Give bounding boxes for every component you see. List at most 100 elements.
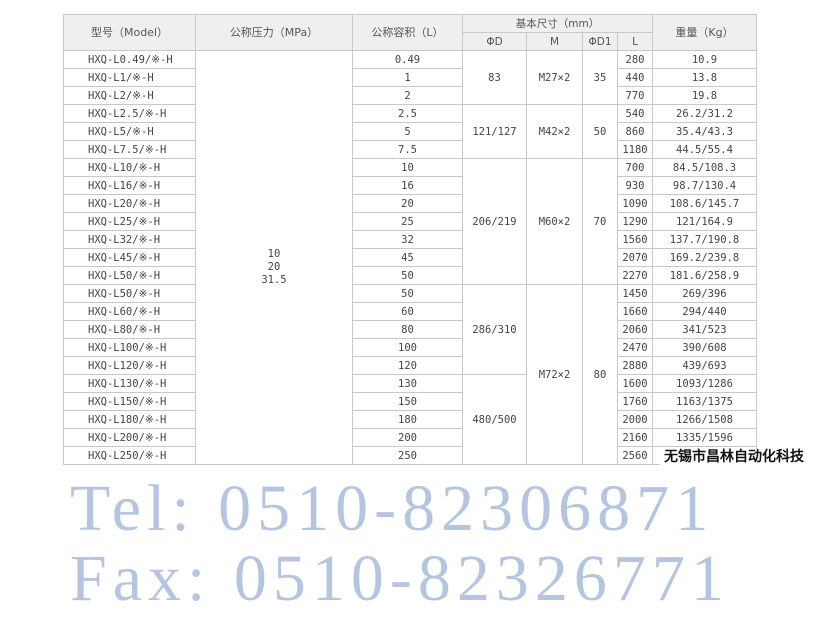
- volume-cell: 10: [352, 158, 463, 177]
- table-row: HXQ-L1/※-H 1 440 13.8: [63, 68, 757, 87]
- header-weight: 重量（Kg）: [652, 14, 757, 51]
- table-row: HXQ-L0.49/※-H 10 20 31.5 0.49 83 M27×2 35 280 10.…: [63, 50, 757, 465]
- length-cell: 1760: [617, 392, 653, 411]
- table-row: HXQ-L32/※-H 32 1560 137.7/190.8: [63, 230, 757, 249]
- table-row: HXQ-L130/※-H 130 480/500 1600 1093/1286: [63, 374, 757, 465]
- model-cell: HXQ-L80/※-H: [63, 320, 196, 339]
- model-cell: HXQ-L50/※-H: [63, 284, 196, 303]
- d-cell: 480/500: [462, 374, 527, 465]
- length-cell: 2470: [617, 338, 653, 357]
- table-row: HXQ-L50/※-H 50 2270 181.6/258.9: [63, 266, 757, 285]
- volume-cell: 45: [352, 248, 463, 267]
- length-cell: 770: [617, 86, 653, 105]
- model-cell: HXQ-L1/※-H: [63, 68, 196, 87]
- table-row: HXQ-L20/※-H 20 1090 108.6/145.7: [63, 194, 757, 213]
- weight-cell: 98.7/130.4: [652, 176, 757, 195]
- model-cell: HXQ-L130/※-H: [63, 374, 196, 393]
- table-row: HXQ-L25/※-H 25 1290 121/164.9: [63, 212, 757, 231]
- length-cell: 2160: [617, 428, 653, 447]
- model-cell: HXQ-L25/※-H: [63, 212, 196, 231]
- model-cell: HXQ-L16/※-H: [63, 176, 196, 195]
- volume-cell: 250: [352, 446, 463, 465]
- table-row: HXQ-L250/※-H 250 2560: [63, 446, 757, 465]
- volume-cell: 180: [352, 410, 463, 429]
- weight-cell: 390/608: [652, 338, 757, 357]
- d-cell: 83: [462, 50, 527, 105]
- table-row: HXQ-L120/※-H 120 2880 439/693: [63, 356, 757, 375]
- table-row: HXQ-L2.5/※-H 2.5 121/127 M42×2 50 540 26.2/31.…: [63, 104, 757, 159]
- table-row: HXQ-L2/※-H 2 770 19.8: [63, 86, 757, 105]
- model-cell: HXQ-L180/※-H: [63, 410, 196, 429]
- model-cell: HXQ-L120/※-H: [63, 356, 196, 375]
- d-cell: 286/310: [462, 284, 527, 375]
- model-cell: HXQ-L45/※-H: [63, 248, 196, 267]
- table-row: HXQ-L180/※-H 180 2000 1266/1508: [63, 410, 757, 429]
- weight-cell: 1266/1508: [652, 410, 757, 429]
- length-cell: 2880: [617, 356, 653, 375]
- pressure-value: 31.5: [261, 274, 287, 286]
- weight-cell: 269/396: [652, 284, 757, 303]
- volume-cell: 200: [352, 428, 463, 447]
- table-row: HXQ-L150/※-H 150 1760 1163/1375: [63, 392, 757, 411]
- model-cell: HXQ-L250/※-H: [63, 446, 196, 465]
- company-name: 无锡市昌林自动化科技: [660, 449, 808, 465]
- model-cell: HXQ-L150/※-H: [63, 392, 196, 411]
- header-l: L: [617, 32, 653, 51]
- volume-cell: 130: [352, 374, 463, 393]
- volume-cell: 5: [352, 122, 463, 141]
- volume-cell: 1: [352, 68, 463, 87]
- volume-cell: 25: [352, 212, 463, 231]
- weight-cell: 341/523: [652, 320, 757, 339]
- pressure-value: 20: [267, 261, 281, 273]
- d-cell: 206/219: [462, 158, 527, 285]
- m-cell: M27×2: [526, 50, 583, 105]
- watermark-tel: Tel: 0510-82306871: [70, 472, 715, 545]
- table-row: HXQ-L200/※-H 200 2160 1335/1596: [63, 428, 757, 447]
- weight-cell: 19.8: [652, 86, 757, 105]
- length-cell: 440: [617, 68, 653, 87]
- model-cell: HXQ-L200/※-H: [63, 428, 196, 447]
- header-pressure: 公称压力（MPa）: [195, 14, 353, 51]
- volume-cell: 16: [352, 176, 463, 195]
- volume-cell: 100: [352, 338, 463, 357]
- model-cell: HXQ-L7.5/※-H: [63, 140, 196, 159]
- table-row: HXQ-L50/※-H 50 286/310 M72×2 80 1450 269/396: [63, 284, 757, 465]
- volume-cell: 32: [352, 230, 463, 249]
- d1-cell: 80: [582, 284, 618, 465]
- weight-cell: 294/440: [652, 302, 757, 321]
- length-cell: 1600: [617, 374, 653, 393]
- length-cell: 1290: [617, 212, 653, 231]
- pressure-value: 10: [267, 248, 281, 260]
- d1-cell: 70: [582, 158, 618, 285]
- model-cell: HXQ-L2/※-H: [63, 86, 196, 105]
- weight-cell: 35.4/43.3: [652, 122, 757, 141]
- model-cell: HXQ-L20/※-H: [63, 194, 196, 213]
- volume-cell: 60: [352, 302, 463, 321]
- volume-cell: 50: [352, 266, 463, 285]
- table-row: HXQ-L5/※-H 5 860 35.4/43.3: [63, 122, 757, 141]
- volume-cell: 150: [352, 392, 463, 411]
- m-cell: M60×2: [526, 158, 583, 285]
- d-cell: 121/127: [462, 104, 527, 159]
- volume-cell: 120: [352, 356, 463, 375]
- model-cell: HXQ-L50/※-H: [63, 266, 196, 285]
- table-row: HXQ-L100/※-H 100 2470 390/608: [63, 338, 757, 357]
- model-cell: HXQ-L32/※-H: [63, 230, 196, 249]
- volume-cell: 0.49: [352, 50, 463, 69]
- length-cell: 860: [617, 122, 653, 141]
- length-cell: 2270: [617, 266, 653, 285]
- volume-cell: 2.5: [352, 104, 463, 123]
- weight-cell: 439/693: [652, 356, 757, 375]
- weight-cell: 13.8: [652, 68, 757, 87]
- model-cell: HXQ-L10/※-H: [63, 158, 196, 177]
- weight-cell: 108.6/145.7: [652, 194, 757, 213]
- weight-cell: 44.5/55.4: [652, 140, 757, 159]
- weight-cell: 10.9: [652, 50, 757, 69]
- length-cell: 1660: [617, 302, 653, 321]
- length-cell: 2560: [617, 446, 653, 465]
- watermark-fax: Fax: 0510-82326771: [70, 542, 730, 615]
- weight-cell: 137.7/190.8: [652, 230, 757, 249]
- length-cell: 280: [617, 50, 653, 69]
- length-cell: 1180: [617, 140, 653, 159]
- table-row: HXQ-L7.5/※-H 7.5 1180 44.5/55.4: [63, 140, 757, 159]
